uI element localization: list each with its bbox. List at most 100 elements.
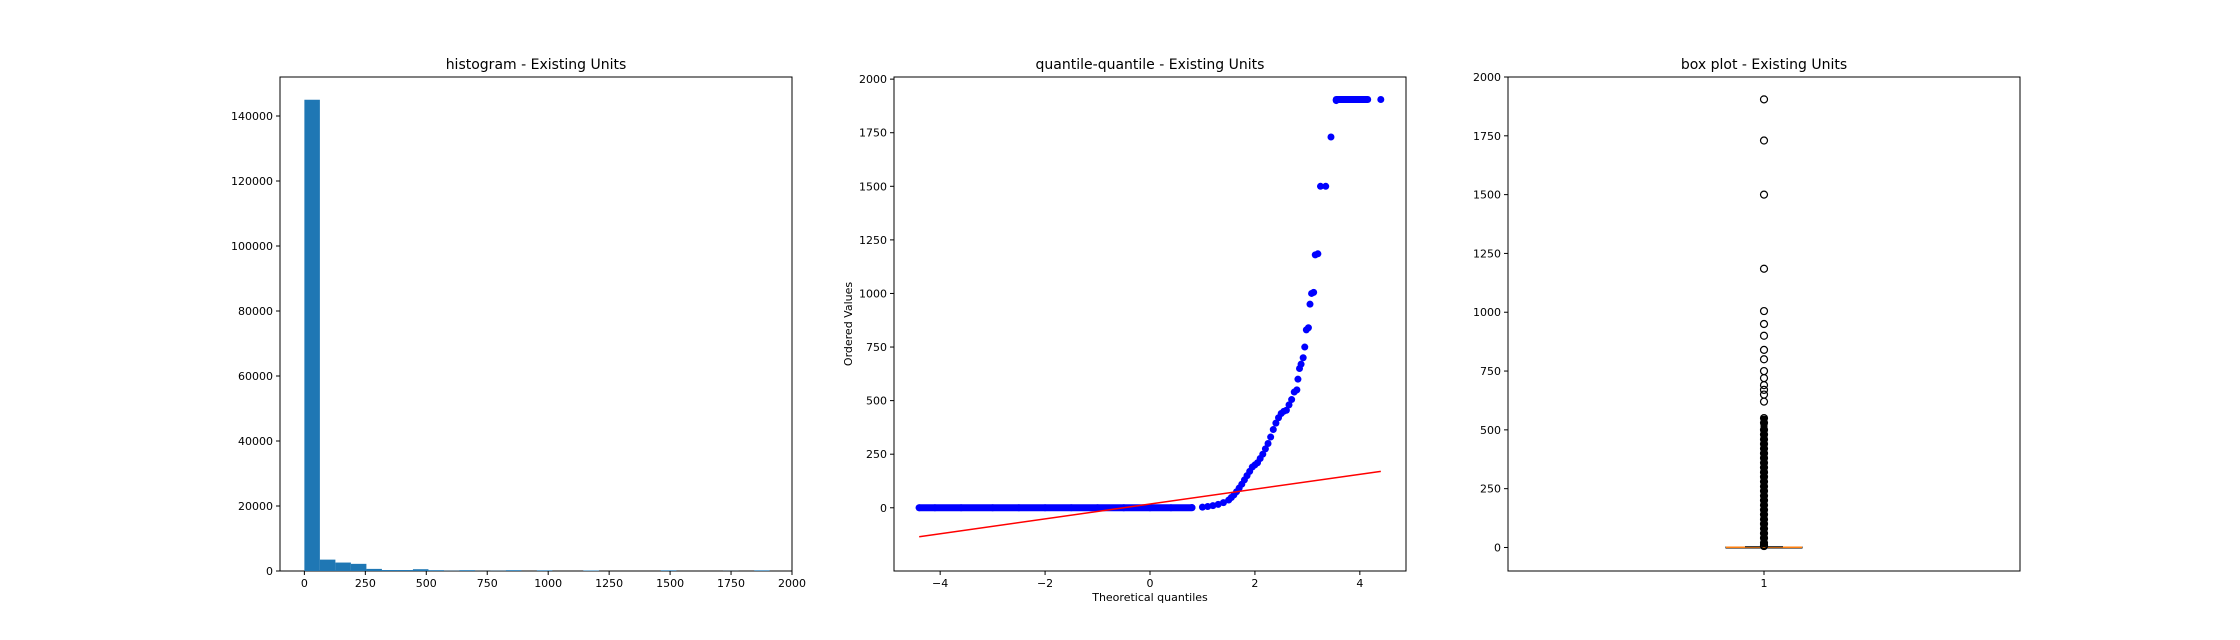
boxplot-box [1725,546,1803,549]
qq-point [1294,375,1302,383]
qq-x-tick-label: 2 [1251,577,1258,590]
qq-point [1269,426,1277,434]
histogram-x-tick-label: 250 [355,577,376,590]
histogram-y-tick-label: 0 [266,565,273,578]
qq-panel: quantile-quantile - Existing Units −4 −2 0… [842,57,1407,604]
boxplot-outlier [1759,501,1769,510]
boxplot-outlier [1759,345,1769,354]
boxplot-outlier [1759,319,1769,329]
boxplot-outlier [1759,264,1769,273]
boxplot-outlier [1759,190,1769,199]
boxplot-y-tick-label: 750 [1480,365,1501,378]
qq-point [1146,504,1154,512]
boxplot-outlier [1759,482,1769,491]
boxplot-y-tick-label: 0 [1494,541,1501,554]
histogram-x-tick-label: 1000 [534,577,562,590]
boxplot-x-ticks: 1 [1761,571,1768,590]
boxplot-outlier [1759,439,1769,449]
boxplot-outlier [1759,491,1769,500]
qq-point [1259,450,1267,458]
qq-y-tick-label: 2000 [859,73,887,86]
qq-point [1041,504,1049,512]
boxplot-outlier [1759,524,1769,533]
qq-y-axis-label: Ordered Values [842,282,855,366]
histogram-bar [428,570,444,571]
qq-point [931,504,939,512]
qq-points [915,96,1385,512]
histogram-axes-frame [279,76,793,572]
qq-point [1267,433,1275,441]
histogram-y-tick-label: 40000 [238,435,273,448]
qq-fit-line [919,470,1381,538]
boxplot-y-tick-label: 1750 [1473,130,1501,143]
qq-y-tick-label: 0 [880,502,887,515]
boxplot-y-tick-label: 1250 [1473,247,1501,260]
boxplot-outlier [1759,496,1769,505]
qq-axes-frame [893,76,1407,572]
qq-point [957,504,965,512]
histogram-x-ticks: 0 250 500 750 1000 1250 1500 1750 2000 [301,571,806,590]
qq-y-tick-label: 500 [866,395,887,408]
qq-point [1310,288,1318,296]
qq-point [1343,96,1351,104]
qq-point [1264,439,1272,447]
histogram-bar [505,570,522,571]
histogram-x-tick-label: 750 [477,577,498,590]
qq-x-ticks: −4 −2 0 2 4 [932,571,1363,590]
boxplot-x-tick-label: 1 [1761,577,1768,590]
boxplot-outlier [1759,95,1769,104]
boxplot-outlier [1759,331,1769,340]
qq-point [1299,354,1307,362]
qq-point [1327,133,1335,141]
qq-x-tick-label: 4 [1356,577,1363,590]
qq-point [1188,504,1196,512]
boxplot-y-tick-label: 1000 [1473,306,1501,319]
boxplot-outlier [1759,453,1769,463]
boxplot-y-tick-label: 500 [1480,424,1501,437]
histogram-bar [350,563,367,571]
boxplot-outlier [1759,136,1769,145]
boxplot-outlier [1759,366,1769,376]
histogram-bar [335,562,351,571]
qq-point [1314,250,1322,258]
histogram-bar [397,570,413,571]
boxplot-outlier [1759,355,1769,364]
qq-point [915,504,923,512]
boxplot-outlier [1759,385,1769,394]
boxplot-outlier [1759,515,1769,524]
boxplot-outlier [1759,449,1769,458]
boxplot-outlier [1759,477,1769,486]
histogram-x-tick-label: 1500 [656,577,684,590]
boxplot-y-tick-label: 2000 [1473,71,1501,84]
qq-x-tick-label: −2 [1037,577,1053,590]
qq-point [1353,96,1361,104]
boxplot-outlier [1759,381,1769,390]
qq-point [1067,504,1075,512]
qq-point [1288,396,1296,404]
histogram-y-tick-label: 140000 [231,110,273,123]
boxplot-outlier [1759,425,1769,434]
qq-point [1293,386,1301,394]
histogram-y-tick-label: 120000 [231,175,273,188]
boxplot-outlier [1759,510,1769,519]
qq-x-axis-label: Theoretical quantiles [1091,591,1208,604]
qq-point [1272,419,1280,427]
histogram-y-tick-label: 60000 [238,370,273,383]
qq-point [1316,182,1324,190]
histogram-y-tick-label: 100000 [231,240,273,253]
boxplot-y-ticks: 0 250 500 750 1000 1250 1500 1750 2000 [1473,71,1508,554]
boxplot-y-tick-label: 1500 [1473,189,1501,202]
qq-point [1301,343,1309,351]
qq-y-ticks: 0 250 500 750 1000 1250 1500 1750 2000 [859,73,894,515]
boxplot-outliers [1759,95,1769,551]
boxplot-outlier [1759,538,1769,547]
qq-point [1219,499,1227,507]
boxplot-outlier [1759,529,1769,538]
qq-x-tick-label: 0 [1147,577,1154,590]
boxplot-outlier [1759,435,1769,444]
boxplot-outlier [1759,505,1769,514]
histogram-x-tick-label: 2000 [778,577,806,590]
qq-point [1167,504,1175,512]
qq-point [1015,504,1023,512]
